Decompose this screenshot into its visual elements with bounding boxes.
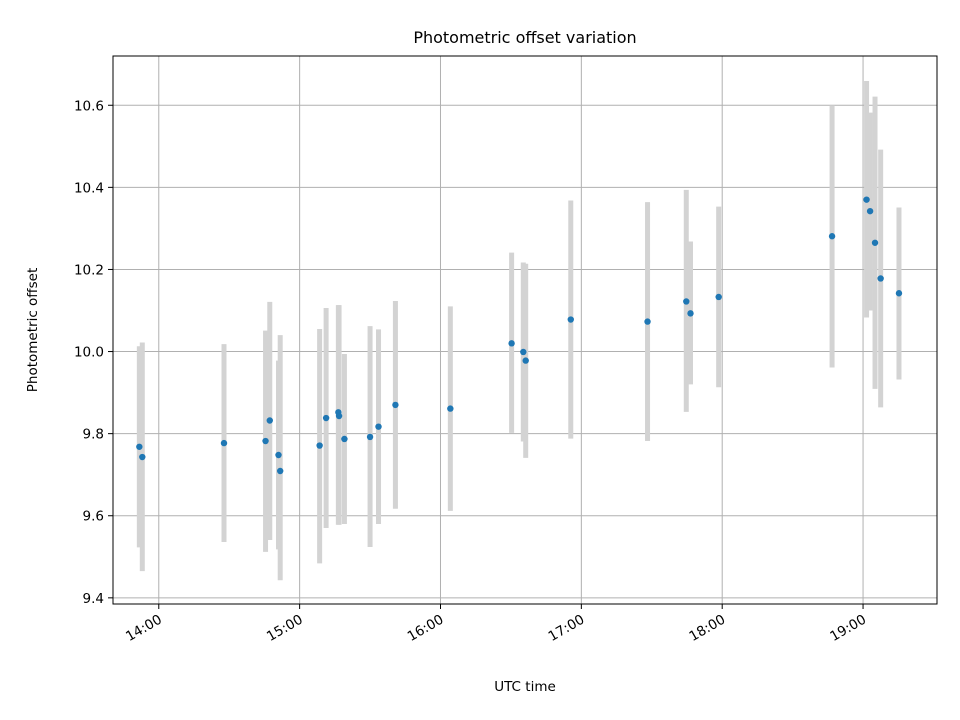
- y-tick-label: 10.0: [74, 345, 104, 361]
- plot-frame: [112, 55, 938, 605]
- data-point: [275, 451, 282, 459]
- y-tick-label: 10.2: [74, 262, 104, 278]
- data-point: [335, 412, 343, 420]
- y-tick-label: 10.6: [74, 98, 104, 114]
- data-points: [136, 196, 903, 475]
- data-point: [871, 239, 879, 246]
- data-point: [508, 340, 515, 347]
- data-point: [895, 290, 903, 297]
- data-point: [866, 207, 874, 215]
- data-point: [567, 316, 574, 323]
- data-point: [341, 435, 348, 443]
- data-point: [715, 293, 722, 301]
- data-point: [322, 414, 330, 422]
- data-point: [136, 443, 143, 450]
- y-tick-label: 9.4: [83, 591, 104, 607]
- data-point: [520, 348, 527, 356]
- data-point: [220, 439, 228, 447]
- data-point: [139, 453, 146, 461]
- y-tick-label: 10.4: [74, 180, 104, 196]
- y-tick-label: 9.8: [83, 427, 104, 443]
- data-point: [262, 437, 269, 445]
- data-point: [375, 423, 382, 430]
- y-axis-label: Photometric offset: [25, 268, 41, 392]
- y-tick-label: 9.6: [83, 509, 104, 525]
- data-point: [877, 275, 884, 282]
- data-point: [392, 401, 399, 409]
- data-point: [522, 357, 529, 364]
- data-point: [863, 196, 870, 203]
- data-point: [828, 233, 836, 240]
- data-point: [276, 467, 284, 475]
- data-point: [644, 318, 651, 325]
- data-point: [266, 417, 273, 424]
- data-point: [447, 405, 454, 412]
- data-point: [316, 442, 323, 449]
- data-point: [687, 310, 694, 317]
- data-point: [683, 298, 690, 305]
- chart-title: Photometric offset variation: [413, 28, 636, 47]
- x-axis-label: UTC time: [494, 679, 556, 695]
- data-point: [366, 433, 374, 441]
